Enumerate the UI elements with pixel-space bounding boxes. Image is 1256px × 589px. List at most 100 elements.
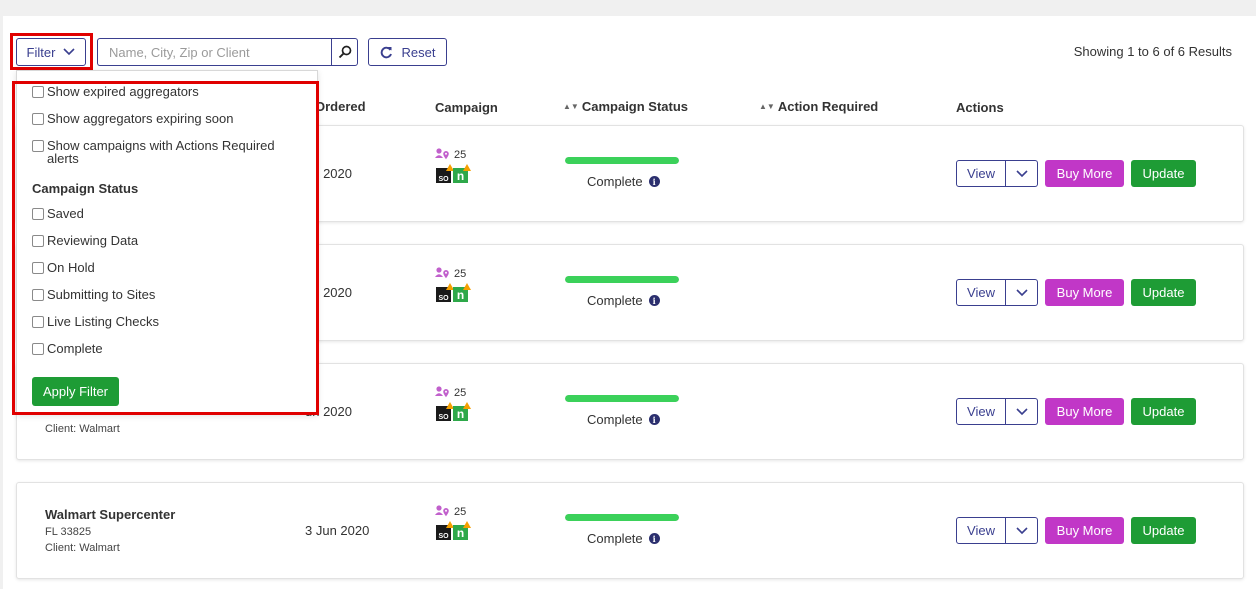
refresh-icon <box>380 46 392 58</box>
buy-more-button[interactable]: Buy More <box>1045 160 1124 187</box>
campaign-count: 25 <box>435 386 466 399</box>
order-date: 3 Jun 2020 <box>305 523 370 538</box>
chevron-down-icon <box>1015 526 1028 534</box>
campaign-logos: SO n <box>436 283 471 302</box>
column-header-campaign-status[interactable]: ▲▼ Campaign Status <box>563 99 688 114</box>
buy-more-button[interactable]: Buy More <box>1045 517 1124 544</box>
status-option-label: Live Listing Checks <box>47 314 159 329</box>
info-icon[interactable]: i <box>648 414 660 425</box>
n-logo-icon: n <box>453 521 471 540</box>
status-option-label: Reviewing Data <box>47 233 139 248</box>
user-location-icon <box>435 148 449 160</box>
chevron-down-icon <box>1015 288 1028 296</box>
view-dropdown-button[interactable] <box>1006 398 1038 425</box>
status-option-label: Complete <box>47 341 103 356</box>
campaign-logos: SO n <box>436 164 471 183</box>
view-dropdown-button[interactable] <box>1006 160 1038 187</box>
update-button[interactable]: Update <box>1131 517 1196 544</box>
update-button[interactable]: Update <box>1131 160 1196 187</box>
filter-option-actions-required[interactable]: Show campaigns with Actions Required ale… <box>32 139 307 165</box>
campaign-count: 25 <box>435 148 466 161</box>
column-header-action-required[interactable]: ▲▼ Action Required <box>759 99 878 114</box>
info-icon[interactable]: i <box>648 295 660 306</box>
status-option-complete[interactable]: Complete <box>32 342 103 355</box>
campaign-status-label: Complete <box>587 531 643 546</box>
warning-icon <box>446 283 454 290</box>
checkbox[interactable] <box>32 262 44 274</box>
campaign-status-label: Complete <box>587 293 643 308</box>
filter-option-aggregators-expiring-soon[interactable]: Show aggregators expiring soon <box>32 112 233 125</box>
campaign-count-value: 25 <box>454 386 467 399</box>
chevron-down-icon <box>1015 407 1028 415</box>
search-input[interactable] <box>97 38 331 66</box>
status-option-label: Saved <box>47 206 84 221</box>
status-option-label: Submitting to Sites <box>47 287 156 302</box>
info-icon[interactable]: i <box>648 176 660 187</box>
warning-icon <box>463 521 471 528</box>
chevron-down-icon <box>63 48 76 56</box>
update-button[interactable]: Update <box>1131 398 1196 425</box>
checkbox[interactable] <box>32 235 44 247</box>
filter-button[interactable]: Filter <box>16 38 86 66</box>
reset-button[interactable]: Reset <box>368 38 447 66</box>
campaign-progress-bar <box>565 276 679 283</box>
campaign-status: Complete i <box>587 174 660 189</box>
warning-icon <box>446 521 454 528</box>
user-location-icon <box>435 386 449 398</box>
campaign-status-heading: Campaign Status <box>32 181 139 196</box>
view-dropdown-button[interactable] <box>1006 279 1038 306</box>
view-dropdown-button[interactable] <box>1006 517 1038 544</box>
so-logo-icon: SO <box>436 283 454 302</box>
view-button-group: View <box>956 279 1038 306</box>
campaign-progress-bar <box>565 157 679 164</box>
campaign-progress-fill <box>565 395 679 402</box>
checkbox[interactable] <box>32 140 44 152</box>
column-header-campaign: Campaign <box>435 100 498 115</box>
checkbox[interactable] <box>32 208 44 220</box>
checkbox[interactable] <box>32 316 44 328</box>
campaign-progress-fill <box>565 276 679 283</box>
campaign-status: Complete i <box>587 531 660 546</box>
update-button[interactable]: Update <box>1131 279 1196 306</box>
checkbox[interactable] <box>32 86 44 98</box>
status-option-live-listing-checks[interactable]: Live Listing Checks <box>32 315 159 328</box>
so-logo-icon: SO <box>436 521 454 540</box>
location-name[interactable]: Walmart Supercenter <box>45 507 176 522</box>
info-icon[interactable]: i <box>648 533 660 544</box>
view-button[interactable]: View <box>956 279 1006 306</box>
results-count: Showing 1 to 6 of 6 Results <box>1073 44 1232 59</box>
campaign-logos: SO n <box>436 521 471 540</box>
reset-label: Reset <box>401 44 436 60</box>
sort-icon: ▲▼ <box>563 102 579 111</box>
status-option-on-hold[interactable]: On Hold <box>32 261 95 274</box>
view-button-group: View <box>956 398 1038 425</box>
view-button[interactable]: View <box>956 517 1006 544</box>
status-option-saved[interactable]: Saved <box>32 207 84 220</box>
location-zip: FL 33825 <box>45 526 92 538</box>
checkbox[interactable] <box>32 113 44 125</box>
checkbox[interactable] <box>32 289 44 301</box>
status-option-submitting-to-sites[interactable]: Submitting to Sites <box>32 288 155 301</box>
buy-more-button[interactable]: Buy More <box>1045 279 1124 306</box>
table-row: Walmart Supercenter FL 33825 Client: Wal… <box>16 482 1244 579</box>
view-button[interactable]: View <box>956 398 1006 425</box>
filter-label: Filter <box>26 44 56 60</box>
search-button[interactable] <box>331 38 358 66</box>
user-location-icon <box>435 505 449 517</box>
view-button[interactable]: View <box>956 160 1006 187</box>
column-header-action-required-label: Action Required <box>777 99 879 114</box>
apply-filter-button[interactable]: Apply Filter <box>32 377 119 406</box>
status-option-reviewing-data[interactable]: Reviewing Data <box>32 234 138 247</box>
campaign-count: 25 <box>435 505 466 518</box>
filter-dropdown: Show expired aggregators Show aggregator… <box>16 70 318 414</box>
search-icon <box>338 45 351 59</box>
column-header-campaign-status-label: Campaign Status <box>581 99 689 114</box>
column-header-ordered[interactable]: Ordered <box>315 99 366 114</box>
campaign-progress-fill <box>565 514 679 521</box>
location-client: Client: Walmart <box>45 423 120 435</box>
buy-more-button[interactable]: Buy More <box>1045 398 1124 425</box>
status-option-label: On Hold <box>47 260 95 275</box>
filter-option-expired-aggregators[interactable]: Show expired aggregators <box>32 85 199 98</box>
checkbox[interactable] <box>32 343 44 355</box>
view-button-group: View <box>956 160 1038 187</box>
